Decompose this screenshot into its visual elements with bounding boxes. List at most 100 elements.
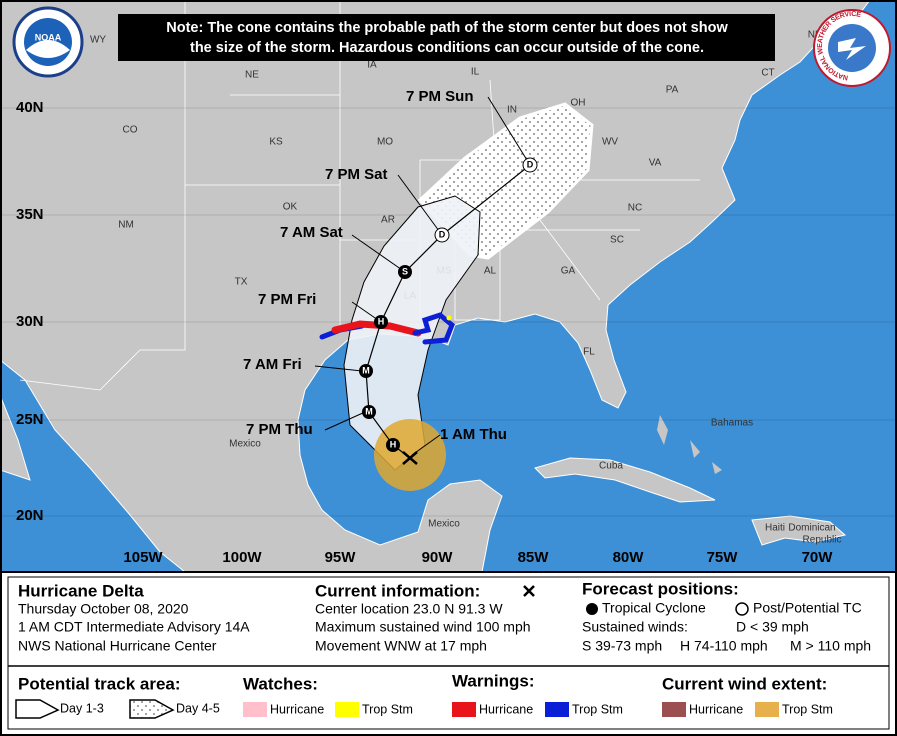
legend-item: Trop Stm [782,702,833,716]
place: Bahamas [711,418,753,429]
place: TX [235,277,248,288]
time-label: 7 PM Thu [246,421,313,438]
current-title: Current information: [315,581,480,600]
warnings-title: Warnings: [452,671,534,690]
legend-item: Day 1-3 [60,701,104,715]
current-position [402,451,418,465]
place: Mexico [428,519,460,530]
symbol: D [439,229,446,239]
track-labels: 7 PM Sun 7 PM Sat 7 AM Sat 7 PM Fri 7 AM… [243,88,507,443]
time-label: 7 PM Sat [325,166,388,183]
legend-item: Hurricane [479,702,533,716]
time-label: 7 AM Fri [243,356,302,373]
place: MO [377,137,393,148]
note-line: the size of the storm. Hazardous conditi… [190,40,704,56]
symbol: D [527,159,534,169]
winds-title: Sustained winds: [582,619,688,635]
place: NH [808,30,822,41]
lon-label: 85W [518,549,550,566]
bahamas [657,415,722,474]
place: NE [245,70,259,81]
lat-label: 40N [16,99,44,116]
storm-name: Hurricane Delta [18,581,144,600]
logo-text: NOAA [35,32,62,42]
track-area-title: Potential track area: [18,674,181,693]
place: NC [628,203,642,214]
place: PA [666,85,679,96]
note-line: Note: The cone contains the probable pat… [166,20,728,36]
lon-label: 105W [123,549,163,566]
cuba [534,457,716,503]
noaa-logo: NOAA [12,6,84,78]
symbol: H [390,439,397,449]
track-leaders [314,96,531,456]
legend-item: M > 110 mph [790,638,871,654]
time-label: 7 PM Fri [258,291,316,308]
place: Cuba [599,461,623,472]
lon-label: 70W [802,549,834,566]
legend-item: Hurricane [689,702,743,716]
symbol: H [378,316,385,326]
legend-item: D < 39 mph [736,619,809,635]
symbol: M [362,365,370,375]
note-box: Note: The cone contains the probable pat… [118,14,775,61]
symbol: S [402,266,408,276]
baja [0,394,31,481]
lon-label: 75W [707,549,739,566]
place: Haiti [765,523,785,534]
place: IN [507,105,517,116]
place: KS [269,137,283,148]
current-line: Center location 23.0 N 91.3 W [315,601,503,617]
lat-labels: 40N 35N 30N 25N 20N [16,99,44,524]
place: IL [471,67,480,78]
time-label: 7 PM Sun [406,88,474,105]
lon-label: 90W [422,549,454,566]
place: NM [118,220,134,231]
place: WV [602,137,618,148]
legend-item: Tropical Cyclone [602,600,706,616]
forecast-title: Forecast positions: [582,579,739,598]
lon-labels: 105W 100W 95W 90W 85W 80W 75W 70W [123,549,833,566]
current-line: Movement WNW at 17 mph [315,638,487,654]
legend-item: Hurricane [270,702,324,716]
advisory-number: 1 AM CDT Intermediate Advisory 14A [18,619,250,635]
legend-item: Post/Potential TC [753,600,862,616]
place: WY [90,35,106,46]
nws-logo: NATIONAL WEATHER SERVICE [813,9,891,87]
place: GA [561,266,576,277]
lat-label: 20N [16,507,44,524]
place: OK [283,202,298,213]
place: IA [367,60,377,71]
legend-item: Trop Stm [572,702,623,716]
place: Mexico [229,439,261,450]
place: AR [381,215,395,226]
legend-item: Trop Stm [362,702,413,716]
place: VA [649,158,662,169]
place-labels: WY NE IA NH CT PA OH IN CO KS MO WV VA K… [90,30,850,546]
place: CT [761,68,774,79]
place: SC [610,235,624,246]
place: FL [583,347,595,358]
legend-item: H 74-110 mph [680,638,768,654]
hispaniola [751,515,847,546]
place: OH [571,98,586,109]
time-label: 1 AM Thu [440,426,507,443]
office: NWS National Hurricane Center [18,638,217,654]
current-icon [523,585,535,597]
lon-label: 100W [222,549,262,566]
lat-label: 25N [16,411,44,428]
lon-label: 95W [325,549,357,566]
legend-panel: Hurricane Delta Thursday October 08, 202… [0,571,897,736]
wind-extent-title: Current wind extent: [662,674,827,693]
legend-item: Day 4-5 [176,701,220,715]
map: WY NE IA NH CT PA OH IN CO KS MO WV VA K… [0,0,897,573]
lat-label: 35N [16,206,44,223]
track-symbols: D D S H M M H [359,157,538,465]
advisory-date: Thursday October 08, 2020 [18,601,189,617]
wind-extent-tropical-storm [374,419,446,491]
lon-label: 80W [613,549,645,566]
current-line: Maximum sustained wind 100 mph [315,619,531,635]
time-label: 7 AM Sat [280,224,343,241]
lat-label: 30N [16,313,44,330]
